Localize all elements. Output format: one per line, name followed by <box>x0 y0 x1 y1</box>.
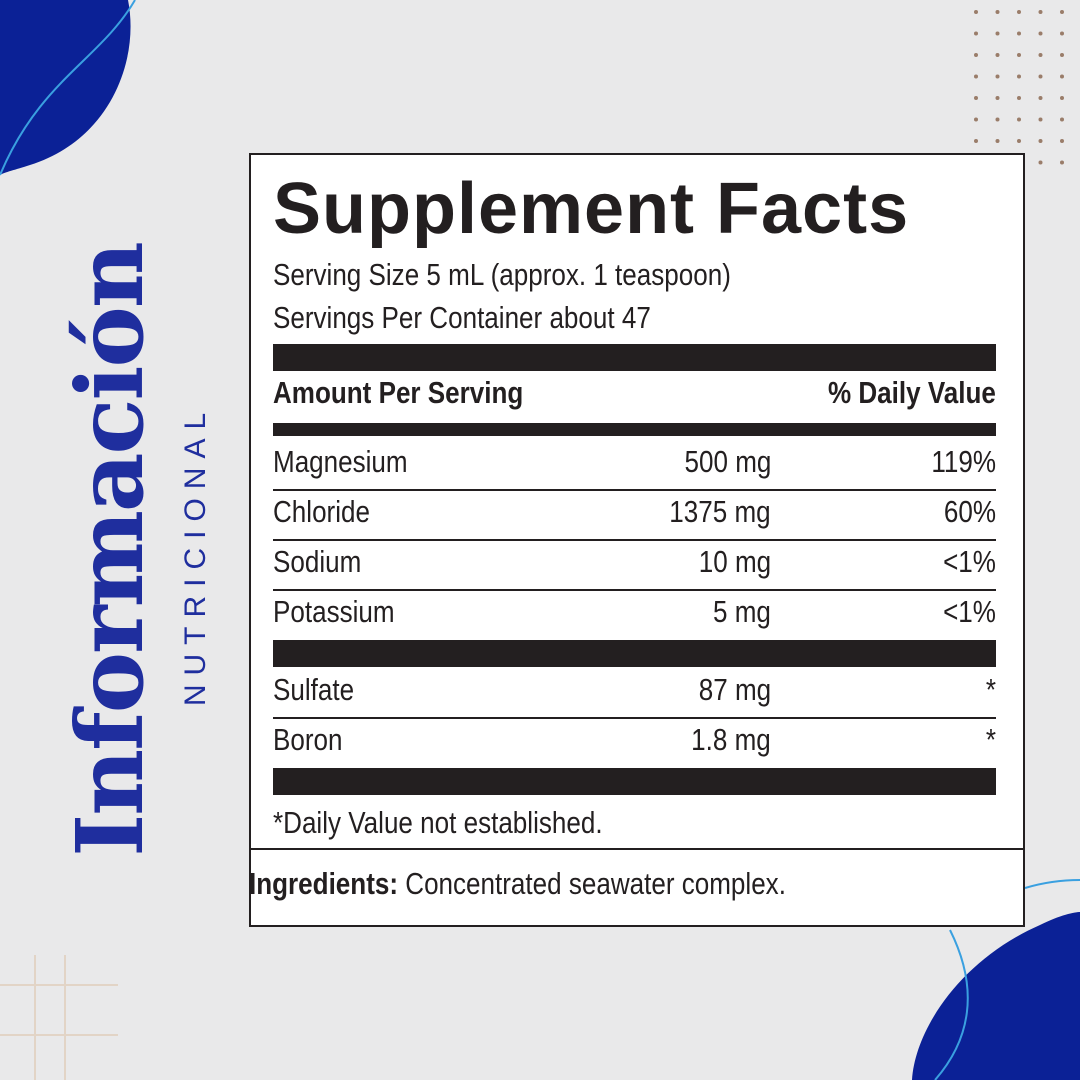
nutrient-dv: 119% <box>931 444 996 479</box>
side-subtitle: NUTRICIONAL <box>179 403 212 707</box>
thick-bar <box>273 640 996 667</box>
row-divider <box>273 717 996 719</box>
dv-header: % Daily Value <box>828 375 996 410</box>
medium-bar <box>273 423 996 436</box>
nutrient-dv: * <box>985 722 996 757</box>
nutrient-amount: 1.8 mg <box>691 722 771 757</box>
side-title: Información <box>56 243 164 857</box>
nutrient-name: Potassium <box>273 594 395 629</box>
nutrient-name: Chloride <box>273 494 370 529</box>
servings-per-container: Servings Per Container about 47 <box>273 300 651 335</box>
nutrient-dv: * <box>985 672 996 707</box>
divider <box>251 848 1024 850</box>
thick-bar <box>273 768 996 795</box>
nutrient-name: Boron <box>273 722 343 757</box>
amount-header: Amount Per Serving <box>273 375 524 410</box>
nutrient-amount: 10 mg <box>698 544 771 579</box>
ingredients-label: Ingredients: <box>249 866 399 901</box>
serving-size: Serving Size 5 mL (approx. 1 teaspoon) <box>273 257 731 292</box>
nutrient-amount: 500 mg <box>684 444 771 479</box>
nutrient-name: Sulfate <box>273 672 355 707</box>
nutrient-name: Sodium <box>273 544 362 579</box>
nutrient-amount: 5 mg <box>713 594 771 629</box>
row-divider <box>273 539 996 541</box>
nutrient-amount: 1375 mg <box>669 494 771 529</box>
nutrient-dv: 60% <box>943 494 996 529</box>
nutrient-name: Magnesium <box>273 444 408 479</box>
nutrient-dv: <1% <box>943 594 996 629</box>
footnote: *Daily Value not established. <box>273 805 603 840</box>
ingredients: Ingredients: Concentrated seawater compl… <box>249 866 786 902</box>
nutrient-amount: 87 mg <box>698 672 771 707</box>
row-divider <box>273 589 996 591</box>
nutrient-dv: <1% <box>943 544 996 579</box>
row-divider <box>273 489 996 491</box>
thick-bar <box>273 344 996 371</box>
ingredients-text: Concentrated seawater complex. <box>405 866 786 901</box>
label-title: Supplement Facts <box>273 169 910 249</box>
